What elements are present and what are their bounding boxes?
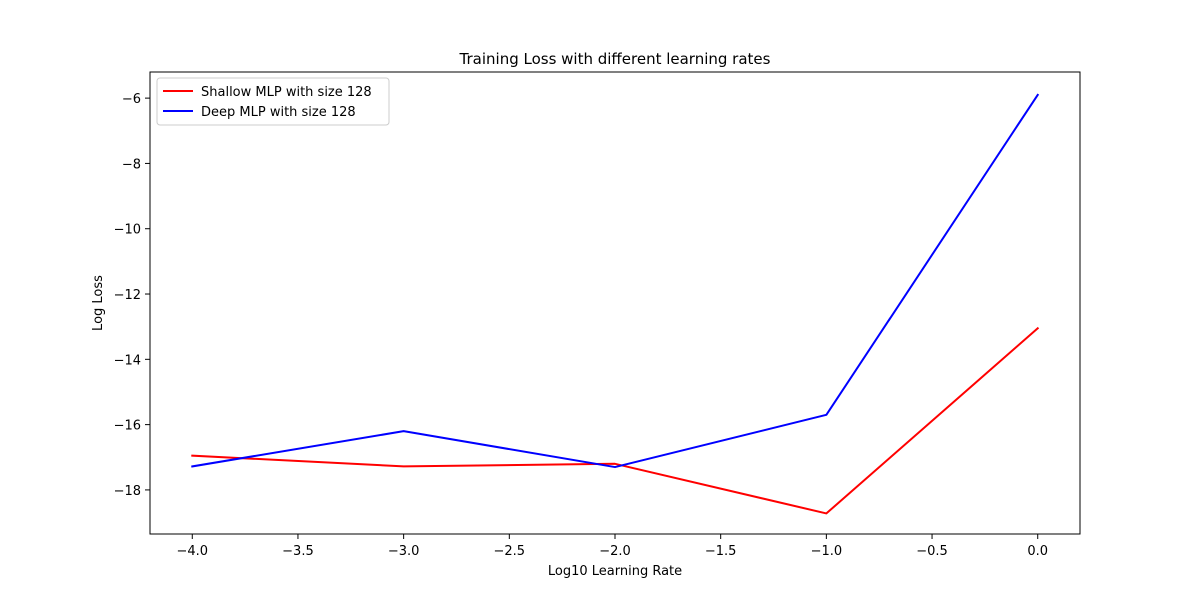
y-tick-label: −8 <box>122 157 141 172</box>
legend-frame <box>156 77 390 126</box>
x-tick-label: −1.0 <box>811 544 843 559</box>
y-tick-label: −16 <box>114 419 141 434</box>
x-tick-label: −4.0 <box>176 544 208 559</box>
x-axis: −4.0 −3.5 −3.0 −2.5 −2.0 −1.5 −1.0 −0.5 0.0 <box>176 534 1048 559</box>
series-layer <box>191 93 1040 515</box>
x-tick-label: −1.5 <box>705 544 737 559</box>
y-axis-label: Log Loss <box>91 275 106 331</box>
y-tick-label: −14 <box>114 353 141 368</box>
series-line-deep-mlp <box>191 93 1040 469</box>
x-tick-label: −2.0 <box>599 544 631 559</box>
x-tick-label: −3.0 <box>388 544 420 559</box>
y-tick-label: −12 <box>114 288 141 303</box>
y-tick-label: −18 <box>114 484 141 499</box>
series-line-shallow-mlp <box>191 326 1040 515</box>
x-axis-label: Log10 Learning Rate <box>548 564 682 579</box>
legend-label-shallow-mlp: Shallow MLP with size 128 <box>201 85 372 100</box>
y-tick-label: −6 <box>122 92 141 107</box>
x-tick-label: −3.5 <box>282 544 314 559</box>
x-tick-label: −2.5 <box>494 544 526 559</box>
chart-title: Training Loss with different learning ra… <box>459 50 771 68</box>
y-axis: −18 −16 −14 −12 −10 −8 −6 <box>114 92 150 499</box>
x-tick-label: 0.0 <box>1027 544 1048 559</box>
legend: Shallow MLP with size 128 Deep MLP with … <box>156 77 390 126</box>
legend-label-deep-mlp: Deep MLP with size 128 <box>201 105 356 120</box>
x-tick-label: −0.5 <box>916 544 948 559</box>
y-tick-label: −10 <box>114 223 141 238</box>
